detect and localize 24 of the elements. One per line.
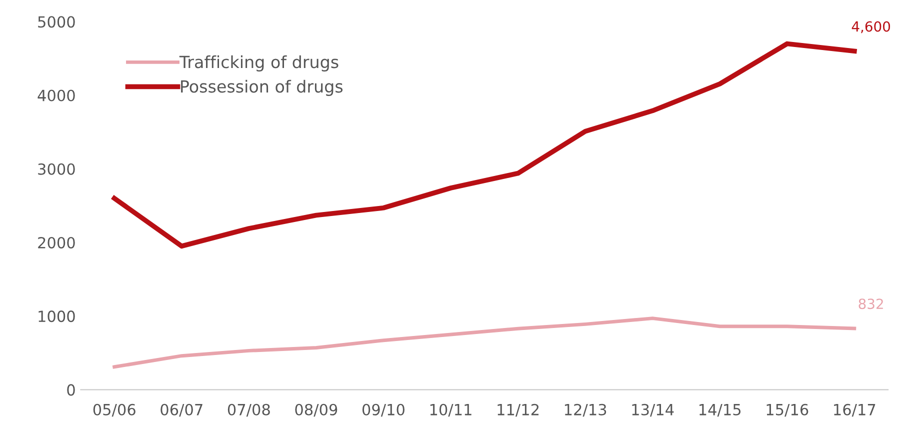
y-tick-label: 0 <box>67 384 75 396</box>
x-tick-label: 15/16 <box>766 404 808 417</box>
x-tick-label: 12/13 <box>564 404 606 417</box>
x-tick-label: 14/15 <box>700 404 741 417</box>
y-tick-label: 5000 <box>38 16 75 28</box>
x-tick-label: 08/09 <box>295 404 338 417</box>
data-label: 4,600 <box>852 21 890 34</box>
x-tick-label: 09/10 <box>362 404 404 417</box>
data-label: 832 <box>858 298 883 310</box>
x-tick-label: 13/14 <box>632 404 674 417</box>
x-tick-label: 10/11 <box>430 404 472 417</box>
y-tick-label: 2000 <box>38 236 75 248</box>
y-tick-label: 1000 <box>38 310 75 322</box>
x-tick-label: 11/12 <box>498 404 538 417</box>
legend-label: Possession of drugs <box>181 80 343 96</box>
legend-label: Trafficking of drugs <box>179 55 338 72</box>
y-tick-label: 3000 <box>38 163 75 175</box>
y-tick-label: 4000 <box>38 90 75 102</box>
x-tick-label: 05/06 <box>93 404 136 417</box>
x-tick-label: 06/07 <box>160 404 202 417</box>
line-series <box>112 41 857 249</box>
x-tick-label: 07/08 <box>228 404 270 417</box>
x-tick-label: 16/17 <box>834 404 876 417</box>
line-series <box>112 316 856 369</box>
